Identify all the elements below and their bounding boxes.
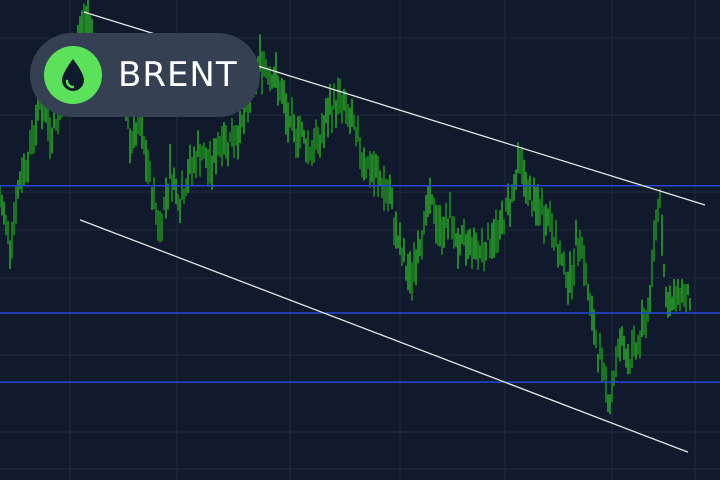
oil-drop-icon — [44, 46, 102, 104]
symbol-badge: BRENT — [30, 33, 260, 117]
symbol-label: BRENT — [118, 55, 238, 95]
horizontal-levels — [0, 185, 720, 383]
trend-line — [79, 219, 689, 453]
price-bars — [0, 0, 691, 415]
